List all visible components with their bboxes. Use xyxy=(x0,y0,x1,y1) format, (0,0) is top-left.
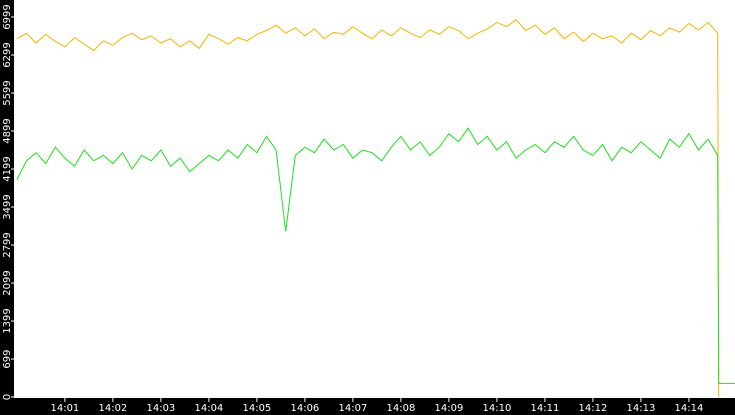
series-line xyxy=(16,19,720,398)
y-tick-label: 6299 xyxy=(2,42,13,67)
y-tick-label: 699 xyxy=(2,350,13,369)
y-tick-label: 2799 xyxy=(2,232,13,257)
y-tick-label: 0 xyxy=(2,394,13,400)
y-tick-label: 4199 xyxy=(2,156,13,181)
y-tick-label: 3499 xyxy=(2,194,13,219)
x-tick-label: 14:02 xyxy=(98,403,127,414)
x-tick-label: 14:10 xyxy=(482,403,511,414)
y-tick-label: 4899 xyxy=(2,118,13,143)
x-tick-label: 14:09 xyxy=(434,403,463,414)
x-tick-label: 14:05 xyxy=(242,403,271,414)
x-axis-bar xyxy=(0,398,735,415)
y-tick-label: 6999 xyxy=(2,4,13,29)
y-axis-bar xyxy=(0,0,14,415)
x-tick-label: 14:07 xyxy=(338,403,367,414)
x-tick-label: 14:08 xyxy=(386,403,415,414)
x-tick-label: 14:12 xyxy=(578,403,607,414)
series-line xyxy=(16,127,735,384)
y-tick-label: 5599 xyxy=(2,80,13,105)
y-tick-label: 2099 xyxy=(2,270,13,295)
x-tick-label: 14:01 xyxy=(50,403,79,414)
x-tick-label: 14:03 xyxy=(146,403,175,414)
x-tick-label: 14:06 xyxy=(290,403,319,414)
x-tick-label: 14:11 xyxy=(530,403,559,414)
x-tick-label: 14:14 xyxy=(675,403,704,414)
x-tick-label: 14:13 xyxy=(627,403,656,414)
y-tick-label: 1399 xyxy=(2,308,13,333)
x-tick-label: 14:04 xyxy=(194,403,223,414)
